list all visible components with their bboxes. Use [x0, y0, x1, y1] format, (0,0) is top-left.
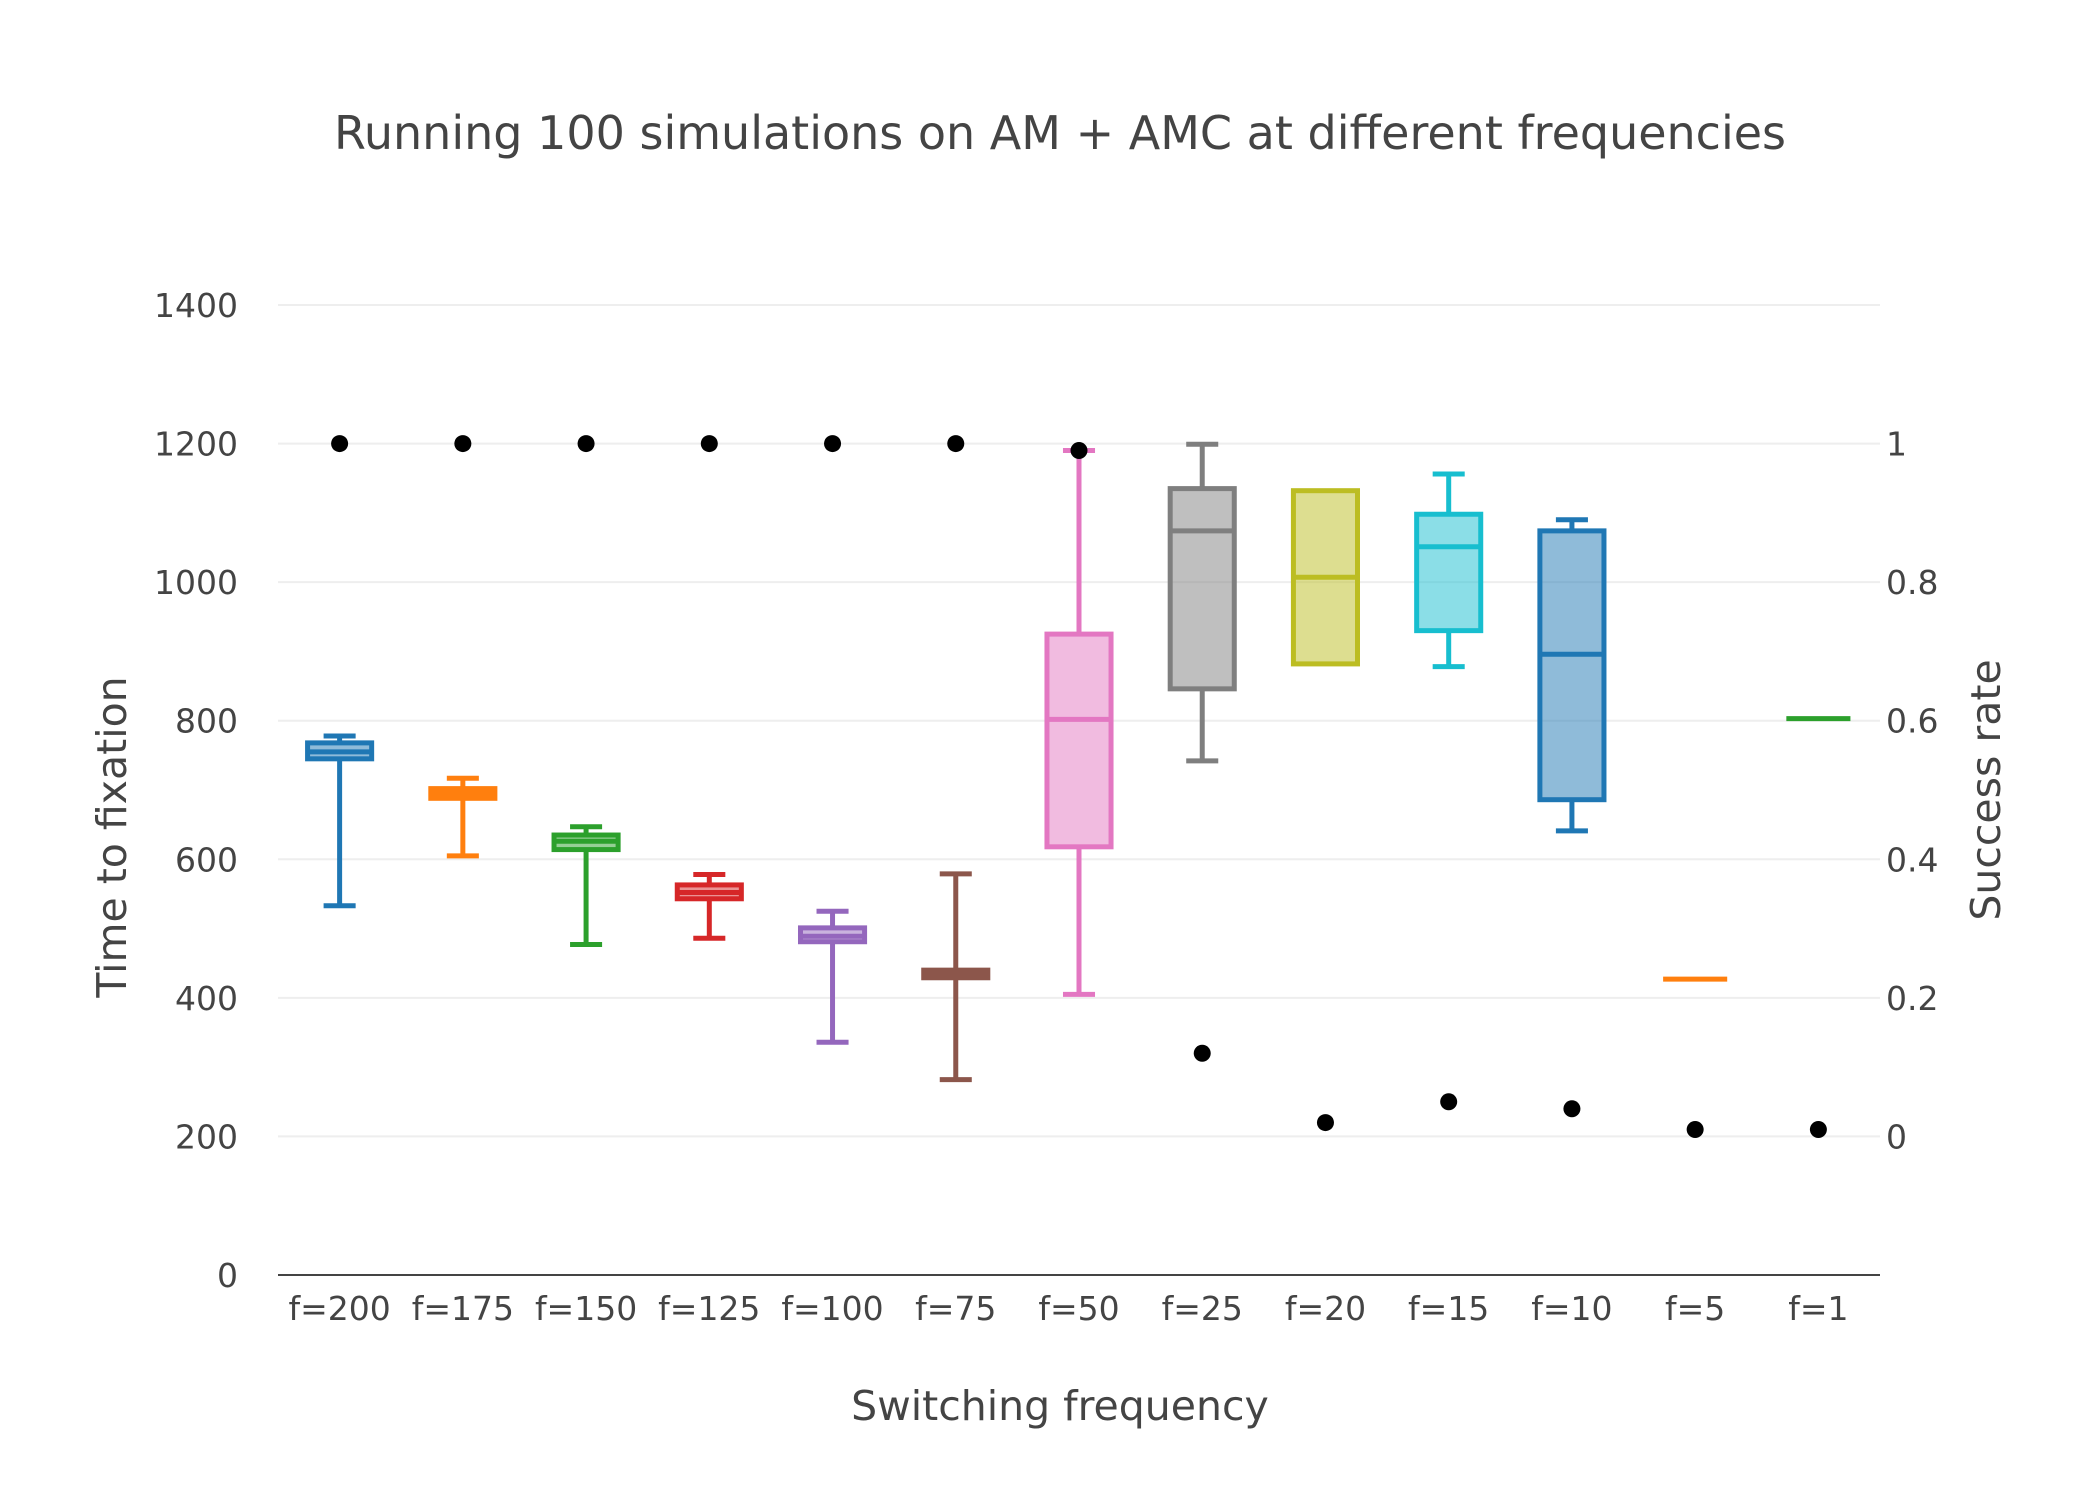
box-f=175 [428, 775, 498, 859]
x-tick-label: f=150 [535, 1289, 637, 1328]
success-rate-point [1070, 442, 1088, 459]
success-rate-point [577, 435, 595, 453]
box-f=20 [1290, 488, 1361, 667]
box-body [1414, 511, 1484, 634]
y-tick-label: 200 [175, 1117, 238, 1156]
y-axis-title: Time to fixation [88, 676, 136, 998]
box-f=200 [305, 733, 375, 909]
x-tick-label: f=125 [658, 1289, 760, 1328]
y2-tick-label: 0 [1886, 1117, 1907, 1156]
success-rate-point [700, 435, 718, 453]
success-rate-point [1316, 1114, 1334, 1132]
box-f=125 [674, 872, 744, 941]
chart-title: Running 100 simulations on AM + AMC at d… [334, 106, 1786, 160]
y-tick-label: 0 [217, 1256, 238, 1295]
y-tick-label: 400 [175, 979, 238, 1018]
x-tick-label: f=50 [1038, 1289, 1119, 1328]
x-tick-label: f=10 [1531, 1289, 1612, 1328]
x-tick-label: f=75 [915, 1289, 996, 1328]
box-f=10 [1537, 517, 1607, 834]
box-body [1167, 486, 1237, 692]
success-rate-point [824, 435, 842, 453]
y2-tick-label: 0.8 [1886, 563, 1938, 602]
y2-tick-label: 1 [1886, 425, 1907, 464]
y-tick-label: 1000 [154, 563, 238, 602]
y2-tick-label: 0.4 [1886, 840, 1938, 879]
y2-tick-label: 0.2 [1886, 979, 1938, 1018]
x-axis-title: Switching frequency [851, 1382, 1269, 1430]
box-body [1537, 528, 1607, 803]
success-rate-point [1563, 1100, 1581, 1118]
y-tick-label: 1200 [154, 425, 238, 464]
x-tick-label: f=15 [1408, 1289, 1489, 1328]
box-series [305, 441, 1851, 1083]
y2-axis-title: Success rate [1962, 659, 2010, 920]
x-tick-label: f=25 [1162, 1289, 1243, 1328]
y-tick-label: 600 [175, 840, 238, 879]
success-rate-point [454, 435, 472, 453]
box-f=75 [921, 871, 991, 1083]
x-tick-label: f=1 [1788, 1289, 1848, 1328]
x-tick-label: f=200 [288, 1289, 390, 1328]
success-rate-point [1686, 1121, 1704, 1138]
success-rate-series [331, 435, 1827, 1138]
x-tick-label: f=20 [1285, 1289, 1366, 1328]
y-tick-label: 1400 [154, 286, 238, 325]
box-f=100 [797, 908, 868, 1045]
box-f=25 [1167, 441, 1237, 764]
y-tick-label: 800 [175, 702, 238, 741]
x-axis-ticks: f=200 f=175 f=150 f=125 f=100 f=75 f=50 f=25 f=2… [288, 1289, 1848, 1328]
box-f=50 [1044, 448, 1114, 997]
y2-tick-label: 0.6 [1886, 702, 1938, 741]
success-rate-point [947, 435, 965, 453]
success-rate-point [331, 435, 349, 453]
box-f=150 [551, 824, 621, 948]
box-body [1044, 631, 1114, 850]
x-tick-label: f=5 [1665, 1289, 1725, 1328]
success-rate-point [1440, 1093, 1458, 1111]
box-f=15 [1414, 471, 1484, 670]
x-tick-label: f=100 [781, 1289, 883, 1328]
success-rate-point [1193, 1044, 1211, 1062]
y2-axis-ticks: 0 0.2 0.4 0.6 0.8 1 [1886, 425, 1938, 1157]
x-tick-label: f=175 [412, 1289, 514, 1328]
success-rate-point [1809, 1121, 1827, 1138]
y-axis-ticks: 0 200 400 600 800 1000 1200 1400 [154, 286, 238, 1295]
